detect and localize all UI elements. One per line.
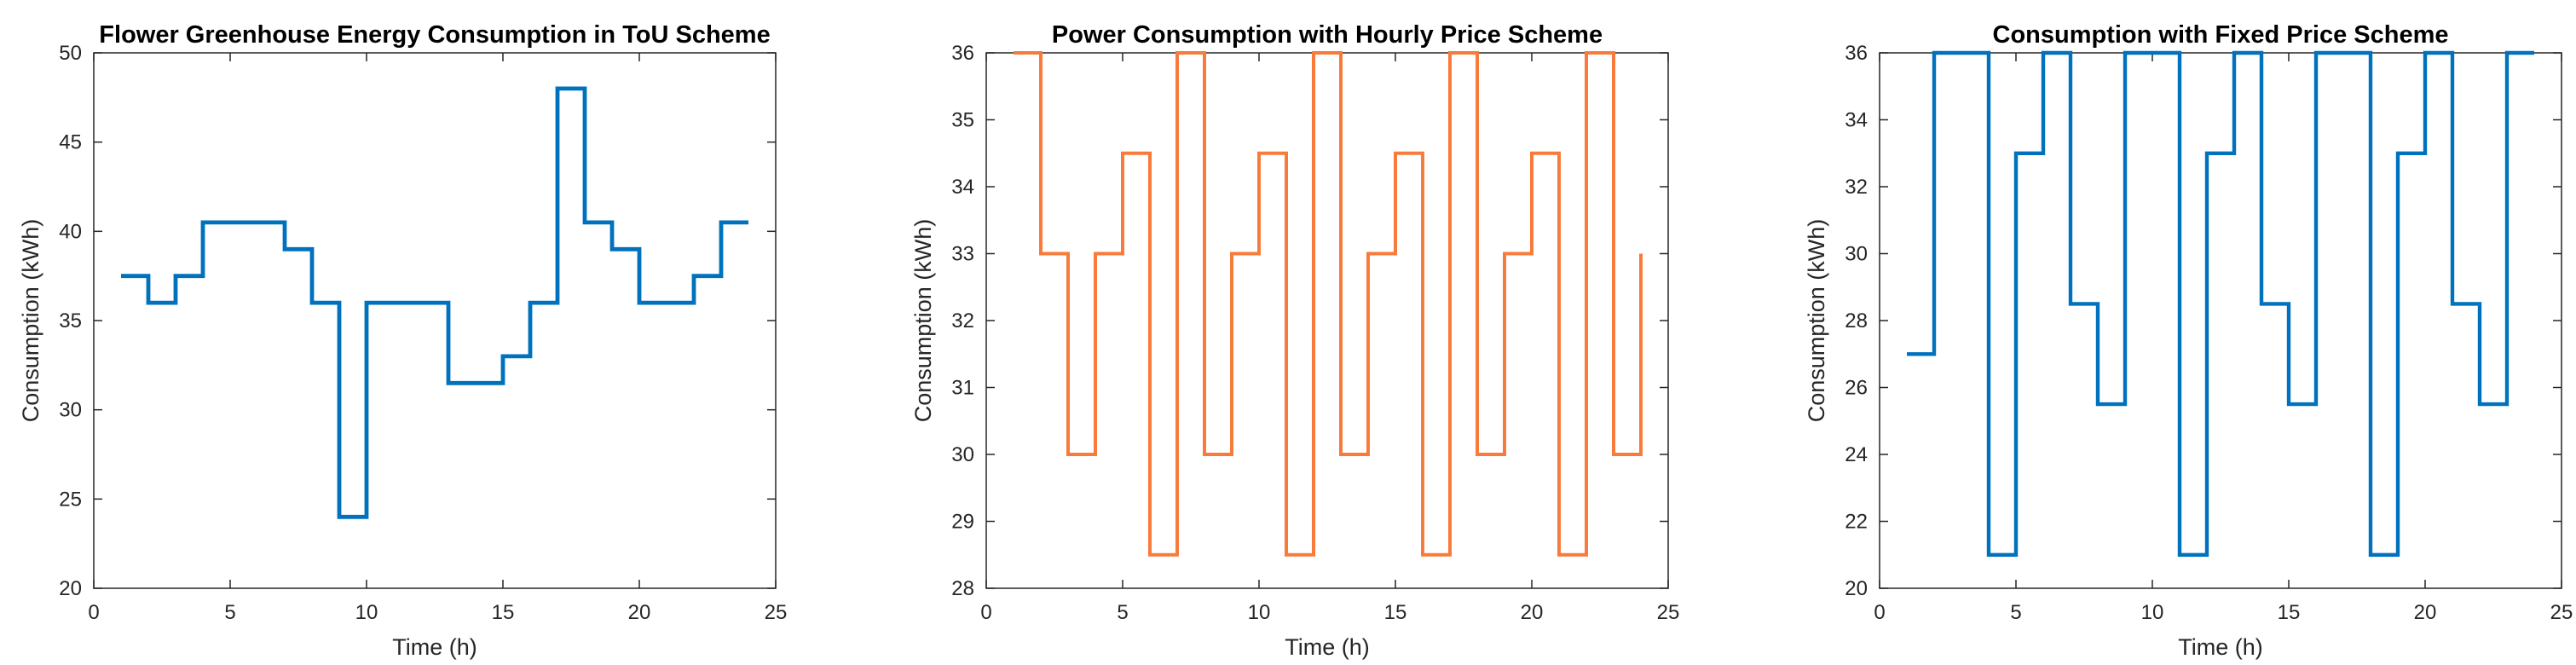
- x-tick-label-1: 25: [765, 601, 788, 624]
- axes-box-3: [1879, 52, 2562, 589]
- axes-box-1: [93, 52, 777, 589]
- x-tick-label-1: 0: [88, 601, 99, 624]
- y-tick-label-2: 30: [951, 443, 974, 466]
- x-tick-label-2: 5: [1117, 601, 1128, 624]
- y-tick-label-3: 34: [1845, 108, 1868, 131]
- series-stairs-line-3: [1907, 50, 2534, 557]
- y-tick-label-3: 24: [1845, 443, 1868, 466]
- x-tick-label-2: 15: [1384, 601, 1407, 624]
- y-tick-label-3: 26: [1845, 376, 1868, 399]
- y-tick-label-1: 50: [59, 42, 82, 65]
- y-axis-label-1: Consumption (kWh): [18, 219, 43, 423]
- x-axis-label-1: Time (h): [392, 634, 477, 660]
- x-tick-label-3: 15: [2278, 601, 2301, 624]
- y-tick-label-2: 29: [951, 510, 974, 533]
- y-tick-label-3: 36: [1845, 42, 1868, 65]
- y-tick-label-1: 45: [59, 131, 82, 154]
- y-tick-label-1: 30: [59, 399, 82, 422]
- y-tick-label-3: 32: [1845, 176, 1868, 199]
- x-tick-label-2: 25: [1657, 601, 1680, 624]
- x-axis-label-3: Time (h): [2178, 634, 2263, 660]
- x-tick-label-1: 15: [492, 601, 515, 624]
- chart-title-1: Flower Greenhouse Energy Consumption in …: [99, 21, 770, 49]
- y-tick-label-2: 36: [951, 42, 974, 65]
- series-stairs-line-1: [121, 86, 748, 519]
- y-axis-label-3: Consumption (kWh): [1804, 219, 1829, 423]
- chart-2: 0 5 10 15 20 25 28 29 30 31 32 33 34 35 36 Power Consum…: [910, 21, 1679, 660]
- chart-title-3: Consumption with Fixed Price Scheme: [1993, 21, 2449, 49]
- x-tick-label-1: 5: [224, 601, 235, 624]
- y-tick-label-2: 32: [951, 309, 974, 332]
- chart-title-2: Power Consumption with Hourly Price Sche…: [1052, 21, 1603, 49]
- y-tick-label-3: 20: [1845, 577, 1868, 600]
- y-tick-label-3: 28: [1845, 309, 1868, 332]
- x-tick-label-3: 20: [2414, 601, 2437, 624]
- y-tick-label-1: 35: [59, 309, 82, 332]
- y-tick-label-2: 33: [951, 242, 974, 265]
- x-tick-label-1: 20: [628, 601, 651, 624]
- plot-area-2: [986, 53, 1668, 588]
- x-axis-label-2: Time (h): [1285, 634, 1370, 660]
- plot-area-3: [1880, 53, 2562, 588]
- x-tick-label-1: 10: [355, 601, 378, 624]
- y-tick-label-1: 40: [59, 220, 82, 243]
- x-tick-label-3: 10: [2141, 601, 2164, 624]
- x-tick-label-2: 10: [1248, 601, 1271, 624]
- y-tick-label-2: 34: [951, 176, 974, 199]
- y-tick-label-3: 30: [1845, 242, 1868, 265]
- chart-1: 0 5 10 15 20 25 20 25 30 35 40 45 50 Flower Greenhous…: [18, 21, 787, 660]
- series-stairs-line-2: [1014, 51, 1643, 557]
- y-tick-label-1: 20: [59, 577, 82, 600]
- x-tick-label-3: 5: [2010, 601, 2021, 624]
- y-axis-label-2: Consumption (kWh): [910, 219, 936, 423]
- x-tick-label-3: 25: [2550, 601, 2573, 624]
- y-tick-label-2: 35: [951, 108, 974, 131]
- plot-area-1: [94, 53, 776, 588]
- y-tick-label-3: 22: [1845, 510, 1868, 533]
- x-tick-label-2: 20: [1521, 601, 1544, 624]
- x-tick-label-3: 0: [1874, 601, 1885, 624]
- y-tick-label-1: 25: [59, 488, 82, 511]
- y-tick-label-2: 28: [951, 577, 974, 600]
- chart-3: 0 5 10 15 20 25 20 22 24 26 28 30 32 34 36 Consumption …: [1804, 21, 2573, 660]
- x-tick-label-2: 0: [980, 601, 991, 624]
- y-tick-label-2: 31: [951, 376, 974, 399]
